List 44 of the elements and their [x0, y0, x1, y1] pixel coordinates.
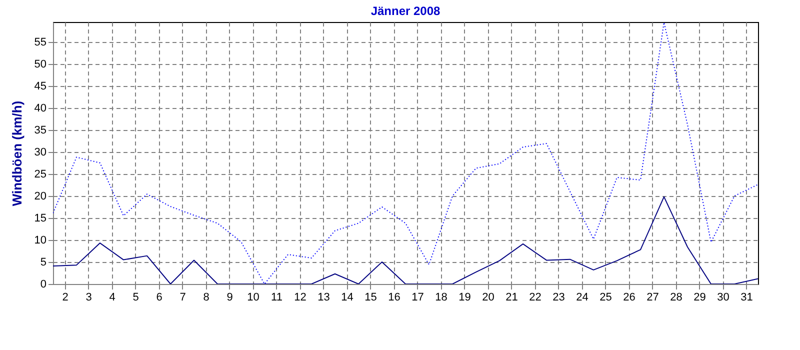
x-tick-label: 3 [86, 292, 92, 304]
y-tick-label: 55 [34, 36, 46, 48]
x-tick-label: 7 [180, 292, 186, 304]
x-tick-label: 15 [364, 292, 377, 304]
x-tick-label: 13 [318, 292, 330, 304]
x-tick-label: 8 [203, 292, 210, 304]
x-tick-label: 21 [506, 292, 518, 304]
x-tick-label: 28 [670, 292, 682, 304]
x-tick-label: 17 [412, 292, 424, 304]
y-tick-label: 45 [34, 80, 46, 92]
y-tick-label: 15 [34, 212, 46, 224]
x-tick-label: 29 [694, 292, 706, 304]
x-tick-label: 25 [600, 292, 612, 304]
x-tick-label: 19 [458, 292, 471, 304]
x-tick-label: 9 [226, 292, 233, 304]
x-tick-label: 23 [552, 292, 565, 304]
y-tick-label: 10 [34, 234, 46, 246]
y-axis-title: Windböen (km/h) [9, 100, 24, 206]
x-tick-label: 22 [529, 292, 542, 304]
x-tick-label: 30 [717, 292, 730, 304]
x-tick-label: 2 [62, 292, 68, 304]
x-tick-label: 31 [740, 292, 753, 304]
x-tick-label: 12 [294, 292, 306, 304]
y-tick-label: 25 [34, 168, 46, 180]
y-tick-label: 35 [34, 124, 46, 136]
x-tick-label: 14 [341, 292, 354, 304]
x-tick-label: 20 [482, 292, 494, 304]
x-tick-label: 10 [247, 292, 260, 304]
y-tick-label: 0 [40, 278, 46, 290]
x-tick-label: 18 [435, 292, 448, 304]
x-tick-label: 16 [388, 292, 400, 304]
x-tick-label: 4 [109, 292, 116, 304]
x-tick-label: 24 [576, 292, 588, 304]
chart-title: Jänner 2008 [370, 4, 441, 18]
x-tick-label: 6 [156, 292, 162, 304]
y-tick-label: 50 [34, 58, 46, 70]
y-tick-label: 30 [34, 146, 46, 158]
x-tick-label: 26 [623, 292, 636, 304]
x-tick-label: 5 [132, 292, 139, 304]
y-tick-label: 40 [34, 102, 46, 114]
x-tick-label: 27 [646, 292, 659, 304]
y-tick-label: 5 [40, 256, 46, 268]
x-tick-label: 11 [271, 292, 282, 304]
y-tick-label: 20 [34, 190, 46, 202]
